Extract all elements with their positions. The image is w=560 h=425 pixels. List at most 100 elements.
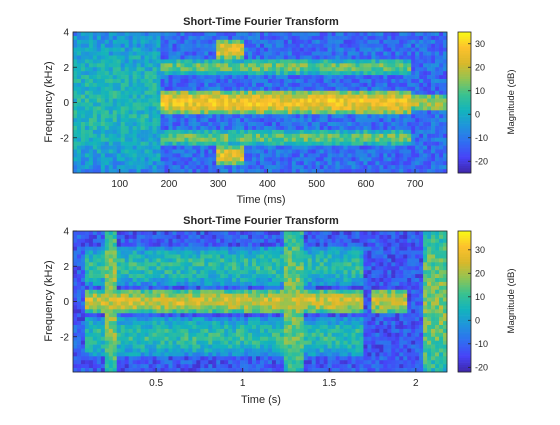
heatmap-cell [200,364,204,368]
heatmap-cell [344,95,348,99]
heatmap-cell [208,110,212,114]
heatmap-cell [224,71,228,75]
heatmap-cell [304,75,308,79]
heatmap-cell [161,114,165,118]
heatmap-cell [180,313,184,317]
heatmap-cell [129,44,133,48]
heatmap-cell [153,52,157,56]
heatmap-cell [411,56,415,60]
heatmap-cell [212,360,216,364]
heatmap-cell [125,235,129,239]
heatmap-cell [228,83,232,87]
heatmap-cell [168,79,172,83]
heatmap-cell [272,153,276,157]
heatmap-cell [101,87,105,91]
heatmap-cell [348,122,352,126]
heatmap-cell [137,278,141,282]
heatmap-cell [109,83,113,87]
heatmap-cell [137,48,141,52]
heatmap-cell [188,48,192,52]
heatmap-cell [180,40,184,44]
heatmap-cell [93,360,97,364]
heatmap-cell [117,266,121,270]
heatmap-cell [260,44,264,48]
heatmap-cell [180,321,184,325]
heatmap-cell [168,63,172,67]
heatmap-cell [439,79,443,83]
heatmap-cell [101,274,105,278]
heatmap-cell [168,75,172,79]
heatmap-cell [236,157,240,161]
heatmap-cell [328,56,332,60]
heatmap-cell [97,243,101,247]
heatmap-cell [427,56,431,60]
heatmap-cell [176,157,180,161]
heatmap-cell [379,114,383,118]
heatmap-cell [157,258,161,262]
heatmap-cell [73,150,77,154]
heatmap-cell [77,87,81,91]
heatmap-cell [363,153,367,157]
heatmap-cell [184,360,188,364]
heatmap-cell [264,52,268,56]
heatmap-cell [157,325,161,329]
heatmap-cell [403,99,407,103]
heatmap-cell [224,110,228,114]
heatmap-cell [157,157,161,161]
heatmap-cell [296,161,300,165]
heatmap-cell [204,356,208,360]
heatmap-cell [105,138,109,142]
heatmap-cell [109,56,113,60]
heatmap-cell [196,150,200,154]
heatmap-cell [184,142,188,146]
heatmap-cell [204,48,208,52]
heatmap-cell [196,52,200,56]
heatmap-cell [216,352,220,356]
heatmap-cell [439,75,443,79]
heatmap-cell [252,157,256,161]
heatmap-cell [427,150,431,154]
heatmap-cell [105,286,109,290]
heatmap-cell [391,91,395,95]
heatmap-cell [423,67,427,71]
heatmap-cell [431,106,435,110]
heatmap-cell [81,349,85,353]
heatmap-cell [149,32,153,36]
heatmap-cell [415,103,419,107]
heatmap-cell [85,91,89,95]
heatmap-cell [379,161,383,165]
heatmap-cell [224,290,228,294]
heatmap-cell [176,282,180,286]
heatmap-cell [149,91,153,95]
heatmap-cell [105,48,109,52]
heatmap-cell [216,341,220,345]
heatmap-cell [308,95,312,99]
heatmap-cell [117,165,121,169]
heatmap-cell [371,59,375,63]
heatmap-cell [141,270,145,274]
heatmap-cell [427,52,431,56]
heatmap-cell [117,321,121,325]
heatmap-cell [236,52,240,56]
heatmap-cell [109,99,113,103]
heatmap-cell [407,118,411,122]
heatmap-cell [73,278,77,282]
heatmap-cell [312,32,316,36]
heatmap-cell [363,110,367,114]
heatmap-cell [304,67,308,71]
heatmap-cell [73,32,77,36]
heatmap-cell [236,91,240,95]
heatmap-cell [121,134,125,138]
colorbar-top [458,32,471,173]
heatmap-cell [129,110,133,114]
heatmap-cell [379,44,383,48]
heatmap-cell [93,134,97,138]
heatmap-cell [204,67,208,71]
heatmap-cell [232,32,236,36]
heatmap-cell [435,157,439,161]
heatmap-cell [367,56,371,60]
heatmap-cell [101,266,105,270]
heatmap-cell [165,266,169,270]
heatmap-cell [403,87,407,91]
